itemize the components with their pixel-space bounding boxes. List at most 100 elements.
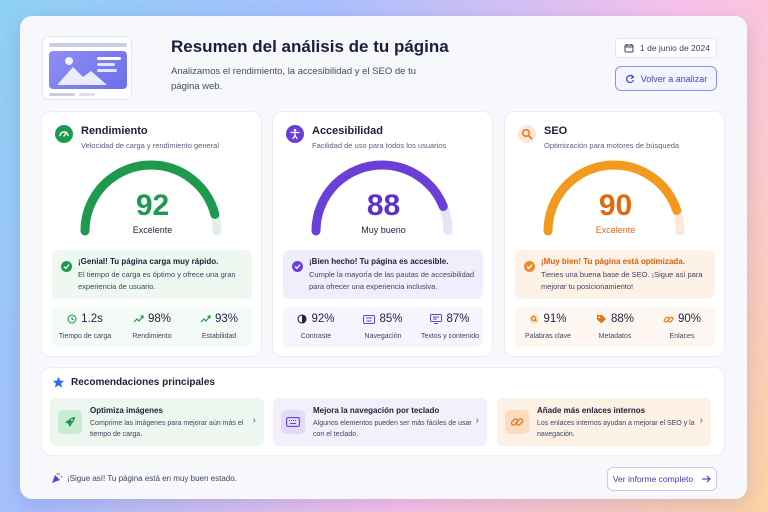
page-title: Resumen del análisis de tu página bbox=[171, 37, 449, 56]
recommendation-body: Algunos elementos pueden ser más fáciles… bbox=[313, 420, 472, 438]
keyboard-icon bbox=[363, 314, 376, 324]
recommendation-item[interactable]: Optimiza imágenes Comprime las imágenes … bbox=[50, 398, 264, 446]
message-title: ¡Muy bien! Tu página está optimizada. bbox=[541, 257, 685, 266]
score-value: 92 bbox=[135, 189, 170, 222]
score-label: Muy bueno bbox=[361, 225, 406, 235]
message-body: Cumple la mayoría de las pautas de acces… bbox=[309, 270, 475, 291]
card-description: Optimización para motores de búsqueda bbox=[544, 141, 680, 150]
search-icon bbox=[530, 314, 539, 324]
recommendation-title: Optimiza imágenes bbox=[90, 406, 163, 415]
reanalyze-label: Volver a analizar bbox=[640, 73, 708, 84]
stat-value: 93% bbox=[214, 313, 239, 325]
date-chip: 1 de junio de 2024 bbox=[615, 38, 717, 58]
stat-item: 87% Textos y contenido bbox=[417, 307, 483, 347]
stat-value: 87% bbox=[446, 313, 470, 325]
refresh-icon bbox=[625, 74, 635, 83]
full-report-button[interactable]: Ver informe completo bbox=[607, 467, 717, 491]
stat-value: 91% bbox=[543, 313, 567, 325]
recommendation-item[interactable]: Mejora la navegación por teclado Algunos… bbox=[273, 398, 487, 446]
stat-label: Estabilidad bbox=[201, 333, 237, 340]
keyboard-icon bbox=[281, 410, 305, 434]
recommendations-panel: Recomendaciones principales Optimiza imá… bbox=[41, 367, 725, 456]
monitor-icon bbox=[430, 314, 443, 324]
status-message: ¡Genial! Tu página carga muy rápido. El … bbox=[52, 250, 252, 299]
stat-label: Navegación bbox=[364, 333, 402, 340]
message-title: ¡Bien hecho! Tu página es accesible. bbox=[309, 257, 449, 266]
stat-label: Enlaces bbox=[669, 333, 695, 340]
trend-up-icon bbox=[200, 315, 211, 323]
score-gauge bbox=[80, 160, 222, 236]
star-icon bbox=[52, 376, 65, 388]
score-label: Excelente bbox=[132, 225, 173, 235]
status-message: ¡Bien hecho! Tu página es accesible. Cum… bbox=[283, 250, 483, 299]
card-description: Facilidad de uso para todos los usuarios bbox=[312, 141, 447, 150]
analysis-panel: Resumen del análisis de tu página Analiz… bbox=[20, 16, 747, 499]
recommendation-title: Mejora la navegación por teclado bbox=[313, 406, 440, 415]
gauge-fill bbox=[80, 160, 222, 236]
speedometer-icon bbox=[55, 125, 73, 143]
score-value: 90 bbox=[598, 189, 633, 222]
date-text: 1 de junio de 2024 bbox=[640, 43, 710, 53]
message-body: El tiempo de carga es óptimo y ofrece un… bbox=[78, 270, 236, 291]
recommendation-title: Añade más enlaces internos bbox=[537, 406, 646, 415]
link-icon bbox=[505, 410, 529, 434]
stat-value: 90% bbox=[677, 313, 702, 325]
recommendations-title: Recomendaciones principales bbox=[71, 377, 215, 388]
check-icon bbox=[61, 261, 72, 272]
accessibility-card: Accesibilidad Facilidad de uso para todo… bbox=[272, 111, 493, 357]
stat-item: 93% Estabilidad bbox=[186, 307, 252, 347]
stat-item: 90% Enlaces bbox=[649, 307, 715, 347]
gauge-fill bbox=[543, 160, 685, 236]
reanalyze-button[interactable]: Volver a analizar bbox=[615, 66, 717, 91]
gauge-fill bbox=[311, 160, 453, 236]
stat-value: 1.2s bbox=[81, 313, 103, 325]
contrast-icon bbox=[297, 314, 308, 324]
recommendation-body: Los enlaces internos ayudan a mejorar el… bbox=[537, 420, 695, 438]
accessibility-icon bbox=[286, 125, 304, 143]
stat-item: 85% Navegación bbox=[350, 307, 416, 347]
footer-message: ¡Sigue así! Tu página está en muy buen e… bbox=[67, 474, 237, 483]
stat-value: 92% bbox=[311, 313, 335, 325]
check-icon bbox=[292, 261, 303, 272]
stat-label: Contraste bbox=[300, 333, 332, 340]
score-gauge bbox=[311, 160, 453, 236]
card-title: Rendimiento bbox=[81, 125, 148, 137]
page-subtitle: Analizamos el rendimiento, la accesibili… bbox=[171, 66, 417, 92]
score-value: 88 bbox=[366, 189, 401, 222]
calendar-icon bbox=[624, 44, 634, 53]
tag-icon bbox=[596, 314, 606, 323]
recommendation-item[interactable]: Añade más enlaces internos Los enlaces i… bbox=[497, 398, 711, 446]
stat-label: Rendimiento bbox=[132, 333, 172, 340]
card-description: Velocidad de carga y rendimiento general bbox=[81, 141, 220, 150]
stat-item: 88% Metadatos bbox=[582, 307, 648, 347]
clock-icon bbox=[67, 314, 77, 324]
party-popper-icon bbox=[52, 472, 63, 483]
stat-value: 88% bbox=[610, 313, 635, 325]
card-title: Accesibilidad bbox=[312, 125, 383, 137]
card-title: SEO bbox=[544, 125, 568, 137]
score-gauge bbox=[543, 160, 685, 236]
stats-row: 92% Contraste 85% Navegación 87% Textos … bbox=[283, 307, 483, 347]
score-label: Excelente bbox=[595, 225, 636, 235]
stat-label: Metadatos bbox=[598, 333, 632, 340]
link-icon bbox=[663, 316, 674, 323]
stat-item: 91% Palabras clave bbox=[515, 307, 581, 347]
stat-item: 1.2s Tiempo de carga bbox=[52, 307, 118, 347]
stat-label: Textos y contenido bbox=[421, 333, 479, 340]
recommendation-body: Comprime las imágenes para mejorar aún m… bbox=[90, 420, 244, 438]
status-message: ¡Muy bien! Tu página está optimizada. Ti… bbox=[515, 250, 715, 299]
message-title: ¡Genial! Tu página carga muy rápido. bbox=[78, 257, 219, 266]
stat-value: 98% bbox=[147, 313, 172, 325]
seo-card: SEO Optimización para motores de búsqued… bbox=[504, 111, 725, 357]
search-icon bbox=[518, 125, 536, 143]
arrow-right-icon bbox=[702, 475, 711, 483]
chevron-right-icon: › bbox=[475, 415, 479, 426]
stat-value: 85% bbox=[379, 313, 403, 325]
stat-label: Palabras clave bbox=[525, 333, 571, 340]
stat-label: Tiempo de carga bbox=[58, 333, 112, 340]
trend-up-icon bbox=[133, 315, 144, 323]
stat-item: 98% Rendimiento bbox=[119, 307, 185, 347]
stats-row: 1.2s Tiempo de carga 98% Rendimiento 93%… bbox=[52, 307, 252, 347]
full-report-label: Ver informe completo bbox=[612, 474, 694, 484]
chevron-right-icon: › bbox=[252, 415, 256, 426]
